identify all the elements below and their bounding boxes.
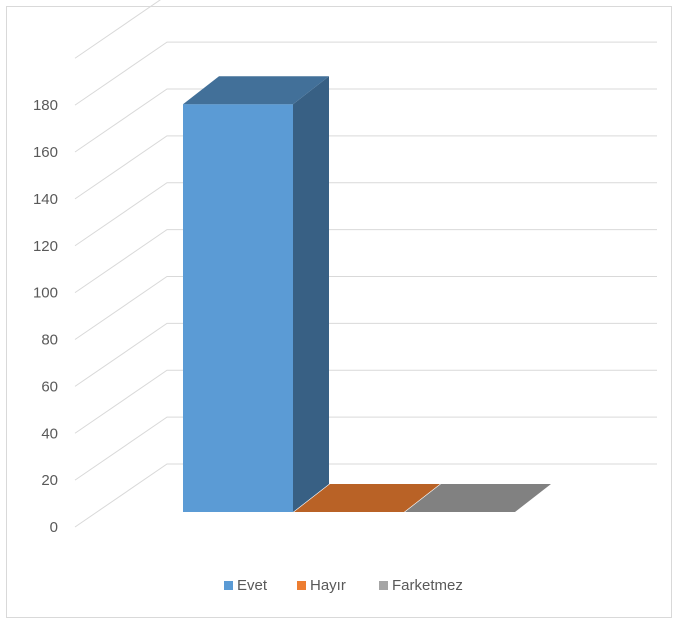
- legend-swatch: [379, 581, 388, 590]
- gridlines: [74, 0, 657, 528]
- gridline: [74, 276, 657, 340]
- legend-item-farketmez: Farketmez: [379, 577, 463, 594]
- y-tick-label: 160: [33, 144, 58, 161]
- y-tick-label: 140: [33, 191, 58, 208]
- y-tick-label: 180: [33, 97, 58, 114]
- legend-swatch: [297, 581, 306, 590]
- y-tick-label: 0: [50, 519, 58, 536]
- chart-frame: [6, 6, 672, 618]
- y-tick-label: 20: [41, 472, 58, 489]
- bar-flat-top: [294, 484, 440, 512]
- legend-label: Hayır: [310, 577, 346, 594]
- gridline: [74, 135, 657, 200]
- y-tick-label: 60: [41, 378, 58, 395]
- bar-top: [183, 76, 329, 105]
- y-tick-label: 40: [41, 425, 58, 442]
- gridline: [74, 182, 657, 247]
- legend-swatch: [224, 581, 233, 590]
- gridline: [74, 463, 657, 528]
- gridline: [74, 416, 657, 481]
- legend-item-evet: Evet: [224, 577, 268, 594]
- bar-farketmez: [405, 484, 551, 512]
- bar-hayır: [294, 484, 440, 512]
- gridline: [74, 41, 657, 106]
- gridline: [74, 322, 657, 387]
- y-axis-ticks: 0 20 40 60 80 100 120 140 160 180: [33, 97, 58, 536]
- bar-flat-top: [405, 484, 551, 512]
- bar-side: [293, 76, 329, 512]
- gridline: [74, 88, 657, 153]
- bar-evet: [183, 76, 329, 512]
- legend-item-hayır: Hayır: [297, 577, 346, 594]
- legend-label: Farketmez: [392, 577, 463, 594]
- y-tick-label: 80: [41, 332, 58, 349]
- bars: [183, 76, 551, 512]
- legend-label: Evet: [237, 577, 268, 594]
- gridline: [74, 369, 657, 434]
- gridline: [74, 0, 161, 59]
- y-tick-label: 120: [33, 238, 58, 255]
- legend: Evet Hayır Farketmez: [224, 577, 463, 594]
- y-tick-label: 100: [33, 285, 58, 302]
- bar-front: [183, 104, 293, 512]
- gridline: [74, 229, 657, 294]
